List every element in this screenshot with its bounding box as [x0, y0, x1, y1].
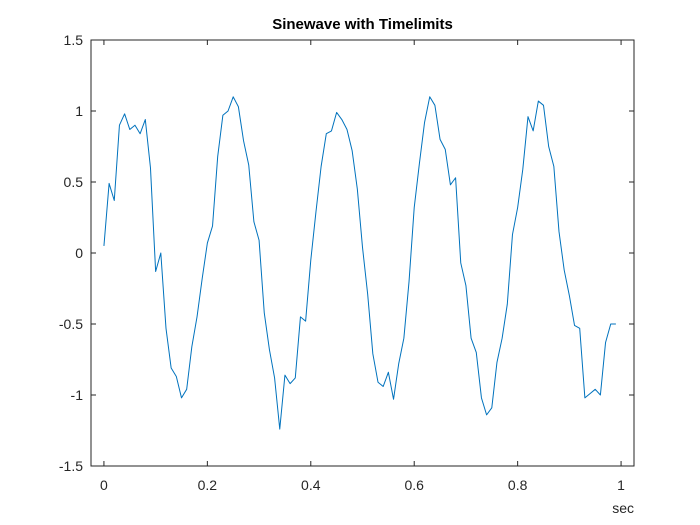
- x-tick-label: 0.2: [198, 477, 218, 493]
- x-axis-label: sec: [612, 500, 634, 516]
- series-line: [103, 96, 616, 430]
- y-tick-label: 0: [75, 245, 83, 261]
- y-tick-label: -0.5: [59, 316, 83, 332]
- axes-box: [90, 39, 635, 467]
- x-tick-label: 0.6: [404, 477, 424, 493]
- y-tick-label: 1.5: [64, 32, 84, 48]
- x-tick-label: 1: [617, 477, 625, 493]
- y-tick-label: -1: [71, 387, 84, 403]
- plot-area: 0 0.2 0.4 0.6 0.8 1 -1.5 -1 -0.5 0 0.5 1 1.5: [59, 32, 635, 493]
- x-tick-label: 0.4: [301, 477, 321, 493]
- y-tick-label: 0.5: [64, 174, 84, 190]
- chart-title: Sinewave with Timelimits: [272, 16, 453, 33]
- y-tick-label: 1: [75, 103, 83, 119]
- x-tick-label: 0.8: [508, 477, 528, 493]
- y-tick-label: -1.5: [59, 458, 83, 474]
- x-tick-label: 0: [100, 477, 108, 493]
